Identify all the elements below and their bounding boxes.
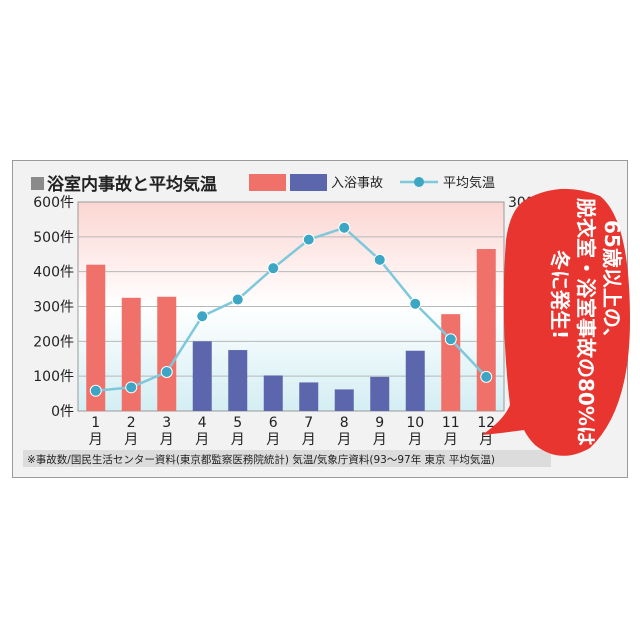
- temperature-point-7: [302, 233, 315, 246]
- temperature-point-1: [89, 384, 102, 397]
- legend-swatch-winter: [249, 174, 286, 191]
- temperature-series: [89, 221, 493, 397]
- bar-month-11: [441, 314, 461, 411]
- legend-label-temperature: 平均気温: [443, 175, 495, 191]
- month-unit-label: 月: [373, 432, 387, 448]
- month-number-label: 6: [269, 415, 278, 431]
- callout-line-2: 脱衣室・浴室事故の80%は: [574, 198, 598, 446]
- temperature-point-8: [338, 221, 351, 234]
- month-unit-label: 月: [266, 432, 280, 448]
- temperature-point-10: [409, 297, 422, 310]
- left-tick-label: 0件: [51, 404, 74, 420]
- temperature-point-3: [160, 365, 173, 378]
- month-number-label: 4: [198, 415, 207, 431]
- month-unit-label: 月: [195, 432, 209, 448]
- temperature-point-5: [231, 293, 244, 306]
- left-tick-label: 200件: [33, 334, 74, 350]
- gridlines: [78, 236, 504, 377]
- callout-bubble: 65歳以上の、 脱衣室・浴室事故の80%は 冬に発生!: [482, 188, 630, 456]
- left-tick-label: 500件: [33, 230, 74, 246]
- temperature-point-6: [267, 262, 280, 275]
- left-tick-label: 300件: [33, 300, 74, 316]
- temperature-line: [95, 226, 488, 393]
- bar-month-5: [228, 350, 248, 411]
- legend: 入浴事故 平均気温: [249, 174, 495, 191]
- month-unit-label: 月: [479, 432, 493, 448]
- bar-month-3: [157, 296, 177, 411]
- temperature-point-2: [125, 381, 138, 394]
- temperature-point-12: [480, 370, 493, 383]
- chart-title: 浴室内事故と平均気温: [47, 174, 217, 195]
- chart-svg: 浴室内事故と平均気温 入浴事故 平均気温 0件 100件 200件 300件 400件 5…: [23, 174, 551, 467]
- note-band: [23, 450, 551, 467]
- month-number-label: 2: [127, 415, 136, 431]
- bar-month-4: [192, 341, 212, 411]
- callout-shape: [482, 188, 630, 456]
- month-unit-label: 月: [124, 432, 138, 448]
- left-tick-label: 400件: [33, 265, 74, 281]
- callout-line-1: 65歳以上の、: [600, 220, 624, 348]
- legend-swatch-other: [290, 174, 327, 191]
- month-number-label: 9: [375, 415, 384, 431]
- bar-month-2: [121, 297, 141, 411]
- callout-line-3: 冬に発生!: [548, 250, 572, 339]
- month-unit-label: 月: [444, 432, 458, 448]
- month-unit-label: 月: [160, 432, 174, 448]
- source-note: ※事故数/国民生活センター資料(東京都監察医務院統計) 気温/気象庁資料(93〜…: [27, 453, 495, 466]
- month-number-label: 1: [91, 415, 100, 431]
- left-tick-label: 100件: [33, 369, 74, 385]
- temperature-point-9: [373, 253, 386, 266]
- month-number-label: 12: [477, 415, 495, 431]
- month-number-label: 10: [406, 415, 424, 431]
- month-number-label: 3: [162, 415, 171, 431]
- left-axis-ticks: 0件 100件 200件 300件 400件 500件 600件: [33, 195, 74, 420]
- bar-month-7: [299, 382, 319, 411]
- month-number-label: 7: [304, 415, 313, 431]
- bar-month-10: [405, 350, 425, 411]
- month-number-label: 11: [442, 415, 460, 431]
- month-unit-label: 月: [337, 432, 351, 448]
- bar-month-6: [263, 375, 283, 411]
- month-unit-label: 月: [89, 432, 103, 448]
- month-unit-label: 月: [408, 432, 422, 448]
- left-tick-label: 600件: [33, 195, 74, 211]
- legend-marker-temperature: [414, 177, 424, 187]
- bar-month-9: [370, 376, 390, 411]
- temperature-point-11: [444, 333, 457, 346]
- title-marker: [31, 177, 44, 190]
- month-number-label: 8: [340, 415, 349, 431]
- temperature-point-4: [196, 310, 209, 323]
- bar-month-1: [86, 264, 106, 411]
- month-unit-label: 月: [231, 432, 245, 448]
- month-number-label: 5: [233, 415, 242, 431]
- legend-label-accidents: 入浴事故: [331, 176, 383, 191]
- month-unit-label: 月: [302, 432, 316, 448]
- bar-month-8: [334, 389, 354, 411]
